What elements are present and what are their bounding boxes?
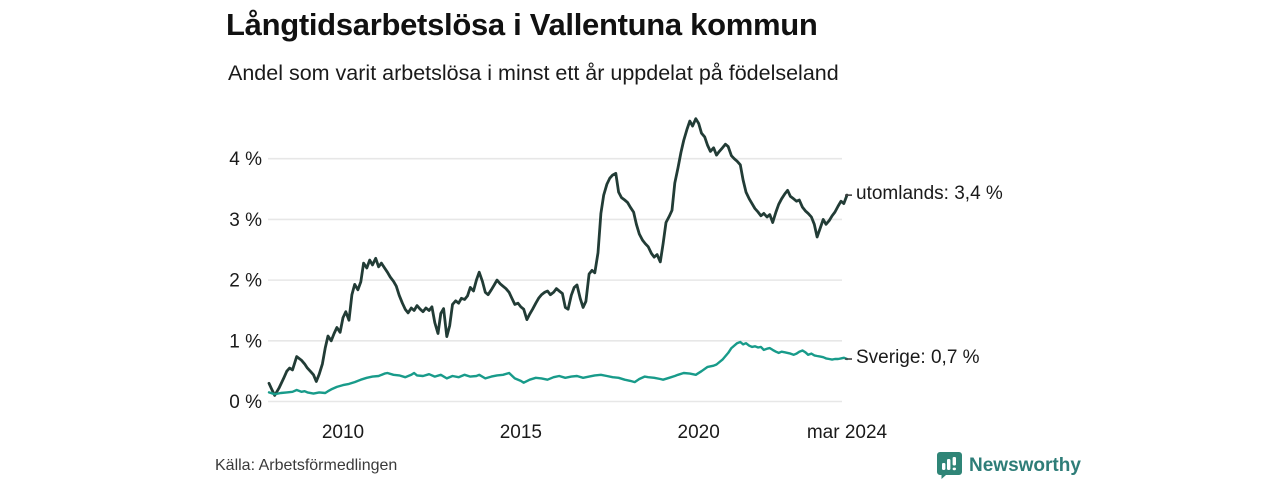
x-tick-label-2015: 2015 <box>500 422 542 443</box>
y-tick-label-1: 1 % <box>229 331 262 352</box>
x-tick-label-2020: 2020 <box>678 422 720 443</box>
newsworthy-wordmark: Newsworthy <box>969 454 1081 476</box>
x-tick-label-2010: 2010 <box>322 422 364 443</box>
y-tick-label-0: 0 % <box>229 392 262 413</box>
page-title: Långtidsarbetslösa i Vallentuna kommun <box>226 7 818 42</box>
sverige-line <box>267 340 849 396</box>
x-tick-label-mar-2024: mar 2024 <box>807 422 888 443</box>
y-tick-label-3: 3 % <box>229 210 262 231</box>
series-label-utomlands: utomlands: 3,4 % <box>856 183 1003 205</box>
newsworthy-logo[interactable]: Newsworthy <box>936 451 1081 480</box>
chart-subtitle: Andel som varit arbetslösa i minst ett å… <box>228 61 839 85</box>
newsworthy-barchart-icon <box>937 452 962 479</box>
utomlands-line <box>267 117 849 397</box>
y-tick-label-4: 4 % <box>229 149 262 170</box>
source-note: Källa: Arbetsförmedlingen <box>215 457 398 474</box>
y-tick-label-2: 2 % <box>229 271 262 292</box>
series-label-sverige: Sverige: 0,7 % <box>856 347 980 369</box>
